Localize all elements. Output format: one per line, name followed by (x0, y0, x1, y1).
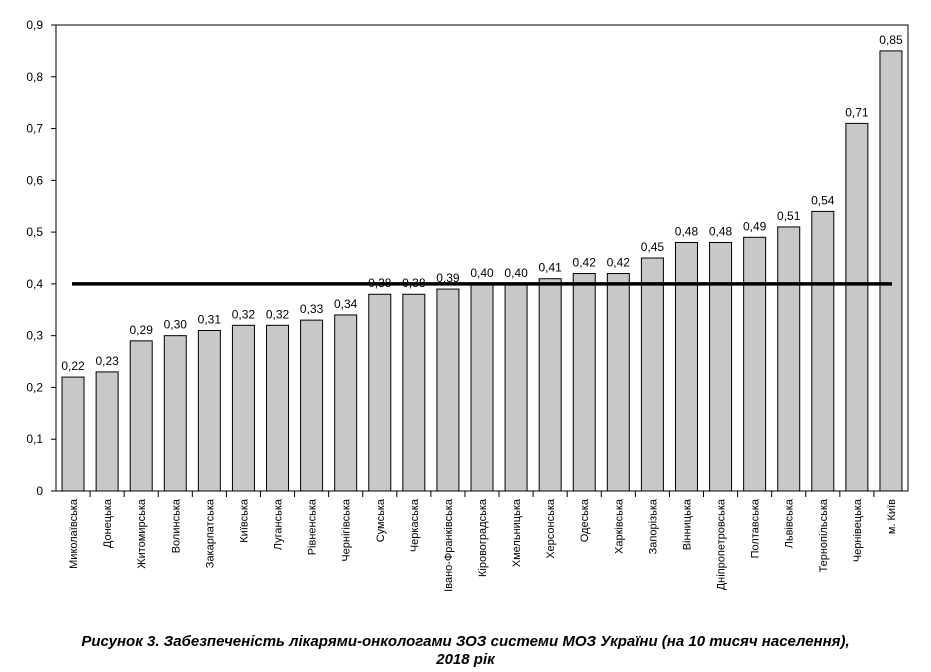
x-tick-label: Львівська (784, 498, 796, 548)
bar (777, 226, 801, 492)
x-tick-label: Херсонська (545, 498, 557, 559)
data-label: 0,32 (232, 307, 256, 321)
data-label: 0,31 (198, 312, 222, 326)
bar (402, 293, 426, 492)
y-tick-label: 0,7 (26, 122, 43, 136)
bar (163, 335, 187, 492)
bar (470, 283, 494, 492)
bar (811, 210, 835, 492)
data-label: 0,22 (61, 359, 85, 373)
bar (231, 324, 255, 492)
bar (538, 278, 562, 492)
bar (606, 273, 630, 492)
x-tick-label: Сумська (375, 498, 387, 542)
bar (334, 314, 358, 492)
y-tick-label: 0,3 (26, 329, 43, 343)
x-tick-label: Луганська (273, 498, 285, 550)
data-label: 0,33 (300, 302, 324, 316)
x-tick-label: Івано-Франківська (443, 498, 455, 592)
x-tick-label: Волинська (170, 498, 182, 553)
y-tick-label: 0,2 (26, 380, 43, 394)
x-tick-label: Харківська (613, 498, 625, 554)
y-tick-label: 0,9 (26, 18, 43, 32)
bar (266, 324, 290, 492)
x-tick-label: Одеська (579, 498, 591, 542)
y-tick-label: 0 (36, 484, 43, 498)
bar (129, 340, 153, 492)
x-tick-label: Чернівецька (852, 498, 864, 562)
bar (879, 50, 903, 492)
bar (197, 329, 221, 492)
bar (845, 122, 869, 492)
y-tick-label: 0,8 (26, 70, 43, 84)
data-label: 0,42 (573, 256, 597, 270)
x-tick-label: Запорізька (647, 498, 659, 554)
x-tick-label: Вінницька (681, 498, 693, 550)
y-axis: 0 0,1 0,2 0,3 0,4 0,5 0,6 0,7 0,8 0,9 (26, 18, 56, 498)
figure-caption-line-2: 2018 рік (436, 651, 495, 668)
bar (300, 319, 324, 492)
figure-caption-line-1: Рисунок 3. Забезпеченість лікарями-онкол… (81, 633, 850, 650)
bar (368, 293, 392, 492)
y-tick-label: 0,4 (26, 277, 43, 291)
bar (674, 241, 698, 492)
x-tick-label: Полтавська (750, 498, 762, 558)
data-label: 0,40 (470, 266, 494, 280)
y-tick-label: 0,6 (26, 173, 43, 187)
data-label: 0,85 (879, 33, 903, 47)
data-label: 0,30 (164, 318, 188, 332)
bar (640, 257, 664, 492)
bar-chart: 0 0,1 0,2 0,3 0,4 0,5 0,6 0,7 0,8 0,9 0,22 0,23 0,2… (26, 18, 909, 592)
x-tick-label: Миколаївська (68, 498, 80, 569)
bar (743, 236, 767, 492)
data-label: 0,41 (538, 261, 562, 275)
y-tick-label: 0,1 (26, 432, 43, 446)
data-label: 0,32 (266, 307, 290, 321)
data-label: 0,29 (130, 323, 154, 337)
x-tick-label: м. Київ (886, 499, 898, 534)
data-label: 0,45 (641, 240, 665, 254)
bar (61, 376, 85, 492)
bar (709, 241, 733, 492)
x-tick-label: Тернопільська (818, 498, 830, 572)
data-label: 0,40 (504, 266, 528, 280)
data-label: 0,23 (95, 354, 119, 368)
data-label: 0,49 (743, 219, 767, 233)
data-label: 0,48 (675, 224, 699, 238)
x-tick-label: Житомирська (136, 498, 148, 568)
x-tick-label: Дніпропетровська (716, 498, 728, 590)
data-label: 0,42 (607, 256, 631, 270)
x-tick-label: Київська (238, 498, 250, 543)
data-label: 0,48 (709, 224, 733, 238)
data-label: 0,71 (845, 105, 869, 119)
bar (95, 371, 119, 492)
data-label: 0,34 (334, 297, 358, 311)
x-tick-label: Донецька (102, 498, 114, 548)
data-label: 0,39 (436, 271, 460, 285)
x-tick-label: Хмельницька (511, 498, 523, 567)
bar (436, 288, 460, 492)
x-tick-label: Черкаська (409, 498, 421, 552)
x-tick-label: Чернігівська (341, 498, 353, 562)
data-label: 0,54 (811, 193, 835, 207)
x-axis: Миколаївська Донецька Житомирська Волинська… (68, 491, 898, 592)
bar (572, 273, 596, 492)
bars: 0,220,230,290,300,310,320,320,330,340,38… (61, 33, 903, 492)
bar (504, 283, 528, 492)
data-label: 0,51 (777, 209, 801, 223)
x-tick-label: Кіровоградська (477, 498, 489, 577)
x-tick-label: Рівненська (307, 498, 319, 555)
x-tick-label: Закарпатська (204, 498, 216, 568)
y-tick-label: 0,5 (26, 225, 43, 239)
